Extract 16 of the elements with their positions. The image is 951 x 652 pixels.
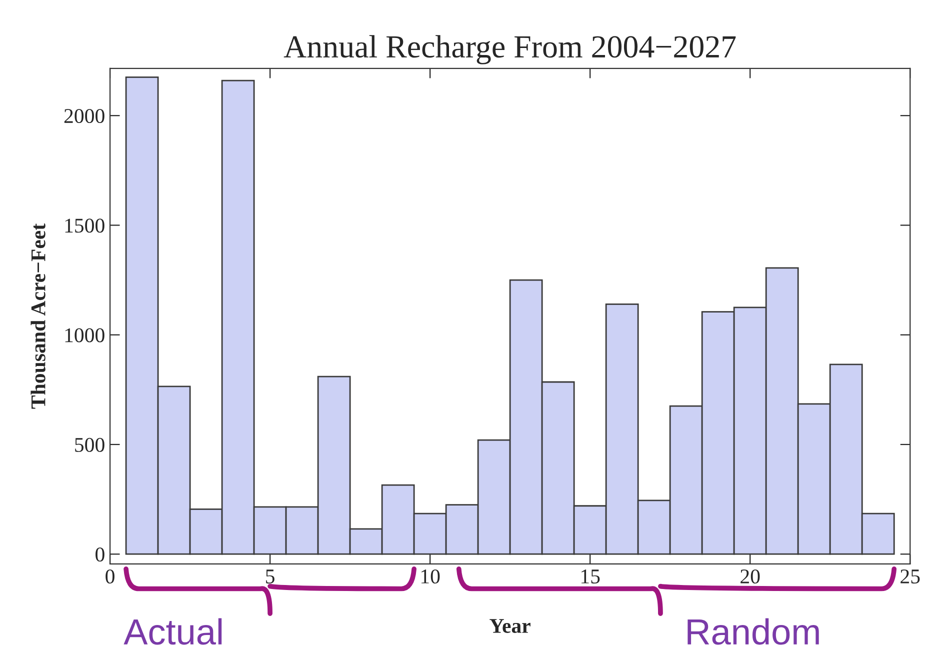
y-tick-label: 1000	[65, 328, 104, 342]
text: Actual	[124, 618, 222, 645]
text: Random	[688, 618, 819, 645]
y-tick-label: 1500	[65, 218, 104, 233]
chart-title: Annual Recharge From 2004−2027	[284, 35, 736, 64]
x-tick-label: 0	[106, 569, 114, 584]
x-axis-title: Year	[490, 619, 530, 633]
x-tick-label: 10	[421, 569, 440, 584]
x-tick-label: 5	[266, 570, 274, 584]
x-tick-label: 15	[581, 570, 600, 584]
x-tick-label: 25	[900, 570, 920, 584]
y-axis-title: Thousand Acre−Feet	[30, 223, 46, 409]
x-tick-label: 20	[740, 569, 760, 584]
y-tick-label: 2000	[64, 108, 104, 124]
y-tick-label: 500	[75, 438, 104, 452]
y-tick-label: 0	[96, 547, 104, 562]
